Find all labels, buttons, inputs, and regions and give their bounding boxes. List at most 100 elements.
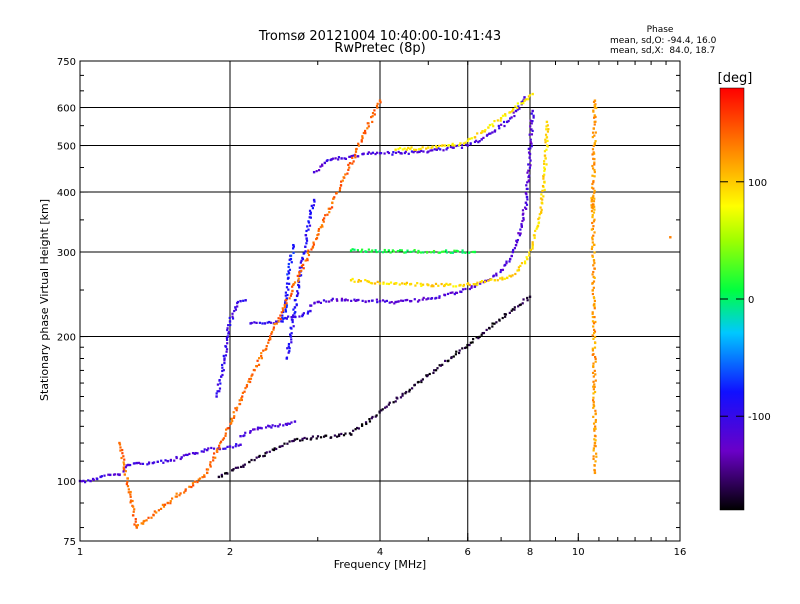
data-point xyxy=(242,465,245,468)
data-point xyxy=(272,448,276,452)
data-point xyxy=(135,461,138,465)
data-point xyxy=(265,451,268,454)
data-point xyxy=(203,475,206,478)
data-point xyxy=(593,302,596,306)
data-point xyxy=(435,148,438,151)
data-point xyxy=(260,354,263,358)
data-point xyxy=(386,150,389,154)
data-point xyxy=(262,455,265,458)
data-point xyxy=(281,320,284,323)
data-point xyxy=(524,262,527,265)
data-point xyxy=(323,217,326,220)
data-point xyxy=(480,138,483,141)
data-point xyxy=(283,306,286,309)
data-point xyxy=(236,305,239,308)
data-point xyxy=(454,353,457,356)
data-point xyxy=(594,140,597,143)
data-point xyxy=(592,264,595,267)
data-point xyxy=(132,510,135,513)
data-point xyxy=(525,98,528,101)
data-point xyxy=(521,302,524,305)
data-point xyxy=(250,458,253,462)
data-point xyxy=(593,205,596,208)
data-point xyxy=(291,285,294,288)
data-point xyxy=(395,281,398,285)
data-point xyxy=(191,451,195,455)
colorbar-ticks: 100 0 -100 xyxy=(720,178,771,423)
data-point xyxy=(360,248,364,251)
data-point xyxy=(300,264,304,267)
colorbar-tick-label: 0 xyxy=(748,295,754,306)
data-point xyxy=(226,445,229,448)
data-point xyxy=(354,428,357,431)
data-point xyxy=(400,299,403,302)
data-point xyxy=(521,209,525,212)
data-point xyxy=(290,421,293,424)
data-point xyxy=(404,283,408,286)
data-point xyxy=(296,437,299,441)
data-point xyxy=(239,299,242,303)
data-point xyxy=(160,459,163,462)
data-point xyxy=(591,135,594,139)
y-tick-label: 400 xyxy=(57,188,76,199)
data-point xyxy=(413,383,416,386)
data-point xyxy=(592,211,596,214)
data-point xyxy=(344,298,347,301)
data-point xyxy=(317,233,320,236)
data-point xyxy=(545,163,548,166)
data-point xyxy=(399,146,402,150)
data-point xyxy=(388,301,391,304)
data-point xyxy=(296,274,299,278)
data-point xyxy=(357,298,360,302)
data-point xyxy=(528,156,531,159)
colorbar-label: [deg] xyxy=(718,71,753,86)
data-point xyxy=(449,251,452,254)
data-point xyxy=(271,448,274,451)
chart-title: Tromsø 20121004 10:40:00-10:41:43 xyxy=(258,29,501,44)
data-point xyxy=(417,380,420,384)
data-point xyxy=(129,499,133,502)
data-point xyxy=(221,373,224,377)
data-point xyxy=(457,351,461,355)
data-point xyxy=(224,472,227,475)
data-point xyxy=(443,144,447,147)
data-point xyxy=(504,113,507,116)
data-point xyxy=(531,109,534,113)
data-point xyxy=(509,117,512,120)
data-point xyxy=(253,321,256,324)
data-point xyxy=(546,139,549,143)
data-point xyxy=(385,405,388,408)
data-point xyxy=(346,172,349,175)
data-point xyxy=(432,251,436,254)
data-point xyxy=(137,461,141,464)
data-point xyxy=(365,250,368,253)
data-point xyxy=(367,122,370,125)
data-point xyxy=(441,144,444,147)
data-point xyxy=(594,409,597,412)
data-point xyxy=(593,427,596,430)
data-point xyxy=(340,432,343,436)
data-point xyxy=(218,447,221,450)
data-point xyxy=(80,480,84,483)
data-point xyxy=(303,436,306,440)
data-point xyxy=(514,272,517,276)
data-point xyxy=(292,245,295,248)
data-point xyxy=(410,150,414,153)
data-point xyxy=(221,366,224,369)
data-point xyxy=(441,250,444,253)
data-point xyxy=(526,296,529,300)
data-point xyxy=(546,130,550,133)
data-point xyxy=(297,277,300,280)
data-point xyxy=(249,322,252,325)
data-point xyxy=(304,259,307,262)
data-point xyxy=(476,281,479,284)
data-point xyxy=(527,175,530,179)
data-point xyxy=(481,131,484,134)
chart-subtitle: RwPretec (8p) xyxy=(334,41,425,56)
data-point xyxy=(215,395,218,398)
data-point xyxy=(592,388,595,391)
data-point xyxy=(364,300,367,303)
data-point xyxy=(340,180,343,183)
data-point xyxy=(591,207,595,210)
data-point xyxy=(543,160,546,163)
